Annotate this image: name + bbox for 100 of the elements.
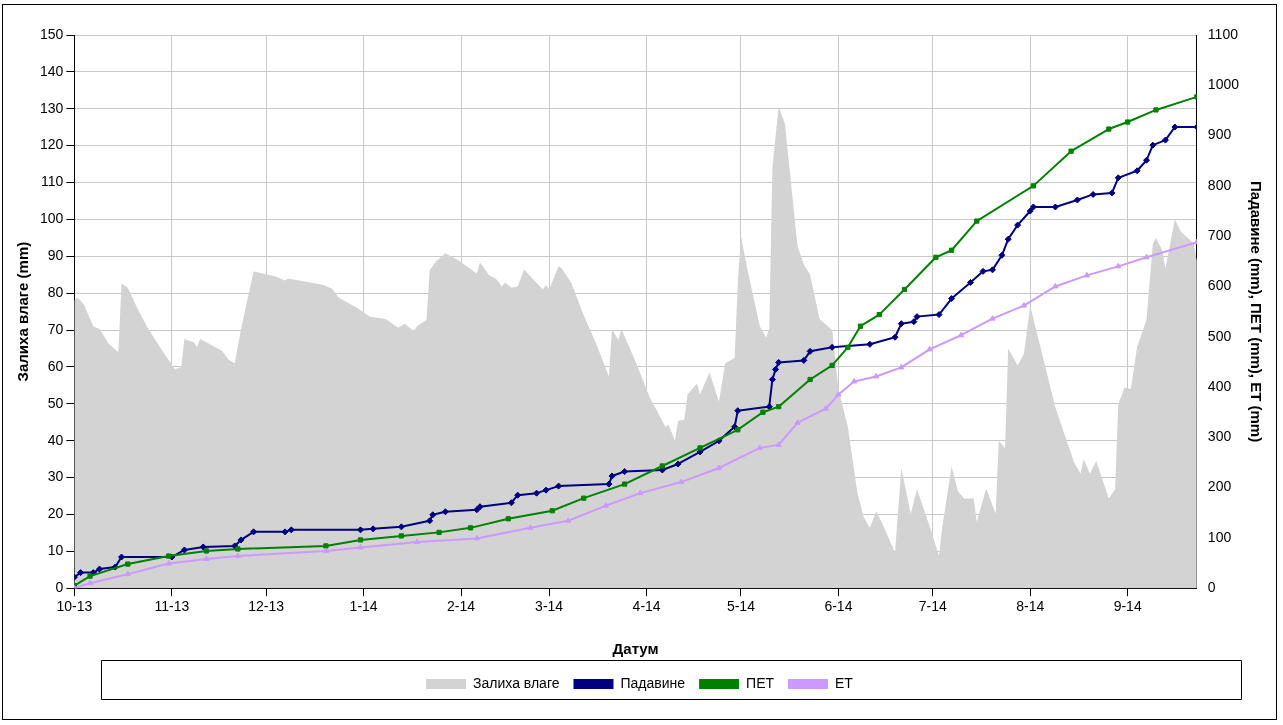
point [203, 548, 210, 554]
point [1020, 302, 1028, 308]
y-tick-label: 90 [47, 247, 64, 264]
point [845, 344, 851, 350]
y-tick-label: 60 [47, 357, 64, 374]
x-tick-label: 12-13 [248, 598, 285, 615]
point [822, 405, 829, 411]
point [87, 573, 93, 579]
x-tick-label: 2-14 [447, 598, 476, 615]
point [1115, 262, 1122, 269]
point [467, 525, 474, 531]
point [125, 561, 131, 567]
point [1143, 253, 1150, 260]
y2-tick-label: 100 [1207, 528, 1232, 545]
y2-tick-label: 800 [1207, 176, 1232, 193]
point [1106, 126, 1112, 132]
point [1153, 107, 1159, 113]
point [659, 463, 665, 469]
x-axis-title: Датум [612, 640, 659, 658]
point [974, 218, 980, 224]
point [829, 362, 835, 369]
y-tick-label: 0 [55, 579, 64, 596]
y-tick-label: 110 [41, 173, 64, 190]
x-tick-label: 9-14 [1113, 598, 1142, 615]
y-tick-label: 50 [47, 394, 64, 411]
y-tick-label: 40 [47, 431, 64, 448]
point [505, 516, 511, 522]
point [926, 345, 933, 352]
point [776, 404, 782, 410]
point [473, 534, 480, 541]
point [637, 489, 644, 496]
point [549, 508, 555, 514]
point [1030, 183, 1036, 189]
y-tick-label: 150 [40, 25, 64, 42]
point [1083, 271, 1090, 278]
point [735, 427, 741, 433]
y2-tick-label: 900 [1207, 126, 1232, 143]
point [678, 478, 685, 485]
point [957, 331, 965, 338]
legend-label: ПЕТ [746, 674, 775, 691]
x-tick-label: 11-13 [154, 598, 190, 615]
point [873, 372, 880, 379]
point [322, 547, 329, 553]
legend-label: Падавине [620, 674, 686, 691]
y2-tick-label: 600 [1207, 277, 1232, 294]
y-tick-label: 100 [40, 210, 64, 227]
x-tick-label: 3-14 [535, 598, 564, 615]
point [1068, 148, 1074, 154]
x-tick-label: 1-14 [349, 598, 378, 615]
y-tick-label: 130 [40, 99, 64, 116]
point [165, 560, 172, 566]
point [166, 553, 172, 559]
y2-tick-label: 0 [1207, 579, 1216, 596]
x-tick-label: 10-13 [56, 598, 93, 615]
y2-tick-label: 500 [1207, 327, 1232, 344]
point [413, 538, 421, 544]
point [621, 481, 628, 487]
x-tick-label: 4-14 [632, 598, 661, 615]
y-tick-label: 80 [47, 284, 64, 301]
point [794, 419, 801, 425]
y-tick-label: 10 [47, 542, 64, 559]
x-tick-label: 5-14 [726, 598, 756, 615]
point [898, 363, 905, 370]
y2-axis-title: Падавине (mm), ПЕТ (mm), ЕТ (mm) [1247, 181, 1265, 443]
point [527, 524, 534, 530]
point [436, 529, 442, 535]
point [1125, 119, 1131, 125]
y2-tick-label: 300 [1207, 428, 1232, 445]
point [756, 444, 763, 450]
point [989, 315, 996, 321]
point [775, 441, 782, 447]
point [235, 546, 241, 552]
point [933, 254, 939, 260]
point [564, 517, 572, 523]
y-tick-label: 120 [40, 136, 64, 153]
point [234, 552, 241, 559]
y2-tick-label: 700 [1207, 227, 1232, 244]
y2-tick-label: 400 [1207, 377, 1232, 394]
point [124, 570, 131, 577]
point [323, 543, 329, 549]
y-tick-label: 20 [47, 505, 64, 522]
point [1052, 282, 1059, 289]
point [851, 378, 858, 384]
y2-tick-label: 1100 [1207, 25, 1239, 42]
y-tick-label: 30 [47, 468, 64, 485]
point [835, 391, 842, 397]
y-tick-label: 70 [47, 320, 64, 337]
point [357, 537, 364, 543]
point [807, 376, 813, 383]
y-axis-title: Залиха влаге (mm) [14, 241, 32, 382]
x-tick-label: 7-14 [918, 598, 947, 615]
point [581, 495, 587, 501]
point [857, 323, 864, 329]
point [876, 312, 882, 318]
point [901, 286, 908, 293]
point [203, 555, 210, 562]
point [357, 543, 364, 550]
y2-tick-label: 1000 [1207, 76, 1240, 93]
point [398, 533, 404, 539]
point [602, 502, 609, 508]
